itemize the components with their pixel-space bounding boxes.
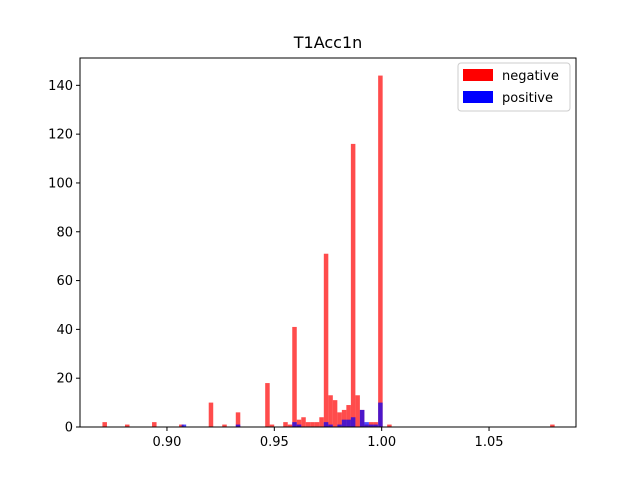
bar-negative xyxy=(314,422,320,427)
legend-swatch-positive xyxy=(463,91,493,103)
y-tick-label: 140 xyxy=(48,79,73,94)
bar-negative xyxy=(341,409,347,427)
y-tick-label: 80 xyxy=(56,225,73,240)
bar-negative xyxy=(346,405,351,427)
bar-positive xyxy=(359,409,365,427)
legend: negative positive xyxy=(457,62,571,112)
series-positive xyxy=(181,402,383,427)
x-axis: 0.90 0.95 1.00 1.05 xyxy=(152,427,504,450)
y-tick-label: 60 xyxy=(56,274,73,289)
bar-negative xyxy=(350,143,356,427)
bar-negative xyxy=(292,326,297,427)
plot-frame xyxy=(79,57,577,428)
bar-negative xyxy=(208,402,214,427)
bar-negative xyxy=(296,419,302,427)
bar-negative xyxy=(152,422,157,427)
x-tick-label: 1.00 xyxy=(367,435,396,450)
bar-negative xyxy=(287,424,293,427)
bar-positive xyxy=(235,424,241,427)
bar-positive xyxy=(373,424,378,427)
bar-negative xyxy=(301,417,306,427)
bar-negative xyxy=(328,395,333,427)
bar-negative xyxy=(235,412,241,427)
bar-positive xyxy=(346,419,351,427)
chart-title: T1Acc1n xyxy=(293,33,363,52)
bar-positive xyxy=(364,422,369,427)
y-tick-label: 40 xyxy=(56,323,73,338)
bar-negative xyxy=(305,422,311,427)
bar-negative xyxy=(355,395,360,427)
bar-negative xyxy=(269,424,275,427)
bars-layer xyxy=(102,75,555,427)
y-tick-label: 100 xyxy=(48,176,73,191)
bar-negative xyxy=(102,422,107,427)
bar-positive xyxy=(341,419,347,427)
x-tick-label: 0.95 xyxy=(260,435,289,450)
y-tick-label: 20 xyxy=(56,372,73,387)
bar-negative xyxy=(310,422,315,427)
x-tick-label: 0.90 xyxy=(152,435,181,450)
bar-negative xyxy=(222,424,227,427)
bar-negative xyxy=(387,424,392,427)
series-negative xyxy=(102,75,555,427)
bar-positive xyxy=(323,422,329,427)
bar-positive xyxy=(368,424,374,427)
bar-positive xyxy=(181,424,187,427)
y-axis: 0 20 40 60 80 100 120 140 xyxy=(48,79,80,436)
legend-label-negative: negative xyxy=(502,69,559,84)
legend-swatch-negative xyxy=(463,69,493,81)
bar-negative xyxy=(332,400,338,427)
bar-positive xyxy=(292,422,297,427)
bar-positive xyxy=(350,417,356,427)
bar-negative xyxy=(319,417,324,427)
x-tick-label: 1.05 xyxy=(475,435,504,450)
bar-negative xyxy=(550,424,555,427)
y-tick-label: 120 xyxy=(48,128,73,143)
bar-negative xyxy=(283,422,288,427)
legend-label-positive: positive xyxy=(502,91,553,106)
bar-negative xyxy=(323,253,329,427)
bar-negative xyxy=(124,424,130,427)
bar-negative xyxy=(378,75,383,427)
bar-negative xyxy=(179,424,184,427)
bar-positive xyxy=(337,424,342,427)
bar-positive xyxy=(296,424,302,427)
bar-negative xyxy=(337,412,342,427)
bar-negative xyxy=(265,383,270,427)
bar-positive xyxy=(328,424,333,427)
y-tick-label: 0 xyxy=(65,421,73,436)
bar-positive xyxy=(378,402,383,427)
